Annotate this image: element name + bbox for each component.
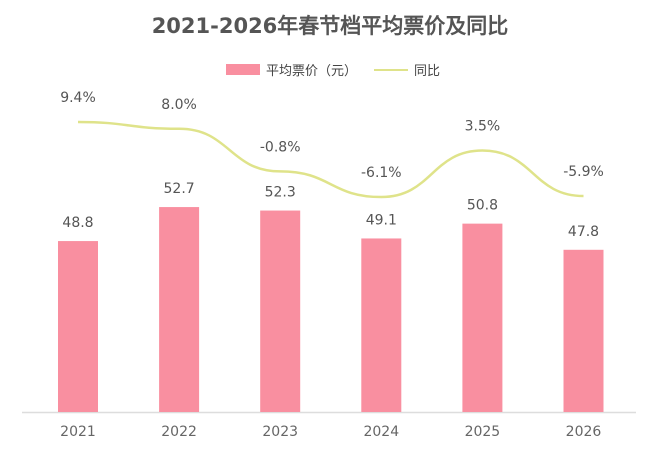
legend-item-line: 同比 <box>374 60 440 79</box>
bar-label-2022: 52.7 <box>164 181 195 197</box>
line-label-2023: -0.8% <box>260 139 301 155</box>
line-label-2026: -5.9% <box>563 164 604 180</box>
chart-title: 2021-2026年春节档平均票价及同比 <box>151 14 509 38</box>
x-tick-2022: 2022 <box>161 424 197 440</box>
bar-2025 <box>462 223 503 412</box>
bar-label-2023: 52.3 <box>265 185 296 201</box>
line-label-2025: 3.5% <box>465 119 501 135</box>
x-tick-2023: 2023 <box>262 424 298 440</box>
bar-label-2026: 47.8 <box>568 224 599 240</box>
bar-2022 <box>159 207 200 412</box>
bar-2026 <box>563 249 604 412</box>
legend-label-line: 同比 <box>414 64 441 79</box>
legend-swatch-bar <box>226 64 260 75</box>
bar-2023 <box>260 210 301 412</box>
bar-label-2021: 48.8 <box>62 215 93 231</box>
x-tick-2026: 2026 <box>566 424 602 440</box>
legend-label-bar: 平均票价（元） <box>266 64 358 79</box>
bar-2021 <box>58 241 98 412</box>
line-label-2022: 8.0% <box>161 97 197 113</box>
line-label-2021: 9.4% <box>60 90 96 106</box>
line-label-2024: -6.1% <box>361 165 402 181</box>
legend-item-bar: 平均票价（元） <box>226 60 357 79</box>
bar-label-2025: 50.8 <box>467 198 498 214</box>
x-tick-2021: 2021 <box>60 424 96 440</box>
yoy-line <box>77 120 584 199</box>
bar-label-2024: 49.1 <box>366 212 397 228</box>
bar-2024 <box>361 238 402 412</box>
x-tick-2024: 2024 <box>363 424 399 440</box>
legend-swatch-line <box>374 68 408 71</box>
x-tick-2025: 2025 <box>465 424 501 440</box>
